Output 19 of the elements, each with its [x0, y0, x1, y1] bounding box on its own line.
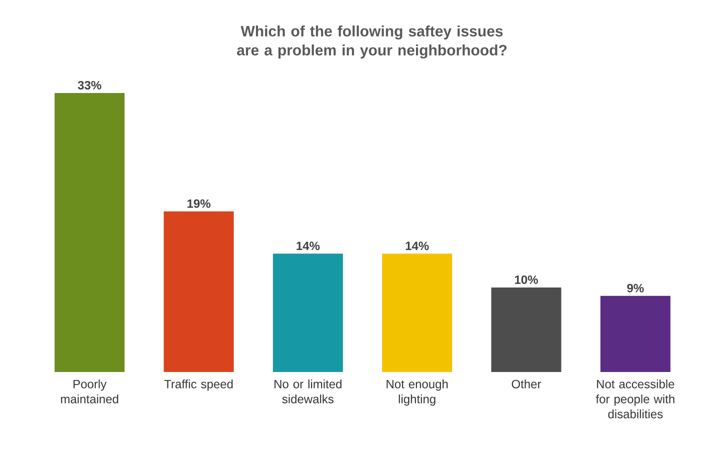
data-label: 33% [78, 80, 102, 90]
bar [164, 211, 234, 372]
bar [272, 254, 343, 372]
x-tick-label: Traffic speed [164, 380, 233, 391]
bar [600, 296, 670, 372]
x-tick-label: Not accessible for people with disabilities [596, 380, 674, 418]
data-label: 10% [514, 275, 538, 284]
chart-title: Which of the following saftey issues are a problem in your neighborhood? [237, 25, 507, 59]
x-tick-label: No or limited sidewalks [274, 380, 342, 404]
data-label: 19% [187, 199, 210, 208]
data-label: 14% [296, 242, 320, 250]
data-label: 9% [627, 284, 644, 292]
x-tick-label: Poorly maintained [61, 380, 118, 404]
bar [54, 92, 125, 372]
x-tick-label: Other [512, 380, 542, 388]
bar [382, 254, 452, 372]
x-tick-label: Not enough lighting [386, 380, 448, 406]
bar [491, 287, 562, 372]
data-label: 14% [406, 242, 429, 250]
